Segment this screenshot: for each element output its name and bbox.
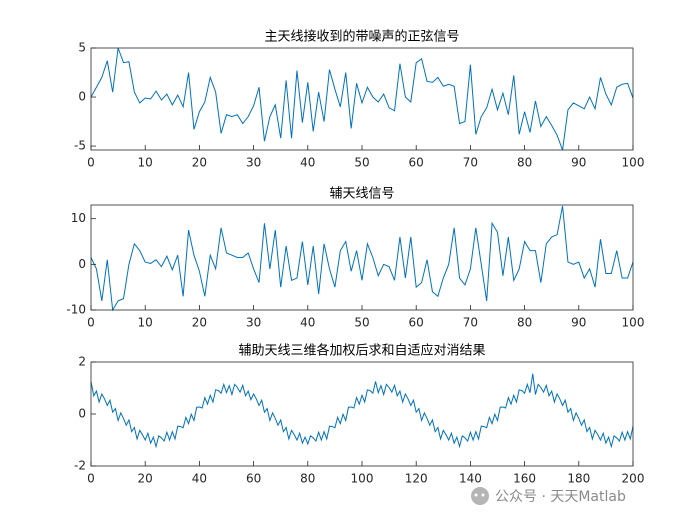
- signal-line: [90, 47, 634, 151]
- x-tick-label: 20: [192, 316, 207, 330]
- x-tick-label: 80: [300, 472, 315, 486]
- x-tick-label: 100: [622, 316, 645, 330]
- x-tick-label: 10: [138, 156, 153, 170]
- x-tick-label: 0: [87, 316, 95, 330]
- axes-background: [91, 205, 633, 310]
- watermark-eye: [474, 493, 478, 497]
- watermark-eye: [481, 493, 485, 497]
- x-tick-label: 30: [246, 156, 261, 170]
- x-tick-label: 90: [571, 316, 586, 330]
- x-tick-label: 120: [405, 472, 428, 486]
- x-tick-label: 10: [138, 316, 153, 330]
- y-tick-label: 0: [78, 407, 86, 421]
- x-tick-label: 50: [354, 316, 369, 330]
- x-tick-label: 140: [459, 472, 482, 486]
- y-tick-label: 0: [78, 90, 86, 104]
- x-tick-label: 70: [463, 156, 478, 170]
- watermark-icon: [471, 487, 489, 505]
- watermark-bubble: [471, 487, 489, 505]
- x-tick-label: 80: [517, 316, 532, 330]
- y-tick-label: -2: [74, 459, 86, 473]
- y-tick-label: 2: [78, 355, 86, 369]
- x-tick-label: 20: [192, 156, 207, 170]
- signal-line: [90, 205, 634, 312]
- x-tick-label: 200: [622, 472, 645, 486]
- x-tick-label: 50: [354, 156, 369, 170]
- y-tick-label: 5: [78, 41, 86, 55]
- x-tick-label: 30: [246, 316, 261, 330]
- y-tick-label: -10: [66, 303, 86, 317]
- signal-line: [90, 373, 634, 449]
- x-tick-label: 60: [409, 156, 424, 170]
- x-tick-label: 60: [409, 316, 424, 330]
- x-tick-label: 40: [300, 316, 315, 330]
- x-tick-label: 0: [87, 472, 95, 486]
- x-tick-label: 70: [463, 316, 478, 330]
- x-tick-label: 160: [513, 472, 536, 486]
- x-tick-label: 0: [87, 156, 95, 170]
- y-tick-label: -5: [74, 139, 86, 153]
- chart-title: 辅天线信号: [329, 187, 394, 202]
- x-tick-label: 100: [622, 156, 645, 170]
- x-tick-label: 100: [351, 472, 374, 486]
- x-tick-label: 20: [138, 472, 153, 486]
- chart-title: 辅助天线三维各加权后求和自适应对消结果: [238, 343, 485, 359]
- x-tick-label: 40: [300, 156, 315, 170]
- chart-title: 主天线接收到的带噪声的正弦信号: [264, 29, 459, 45]
- x-tick-label: 40: [192, 472, 207, 486]
- y-tick-label: 10: [71, 211, 86, 225]
- x-tick-label: 90: [571, 156, 586, 170]
- x-tick-label: 80: [517, 156, 532, 170]
- axes-background: [91, 48, 633, 150]
- axes-background: [91, 362, 633, 466]
- x-tick-label: 180: [567, 472, 590, 486]
- x-tick-label: 60: [246, 472, 261, 486]
- y-tick-label: 0: [78, 257, 86, 271]
- watermark: 公众号 · 天天Matlab: [495, 489, 626, 505]
